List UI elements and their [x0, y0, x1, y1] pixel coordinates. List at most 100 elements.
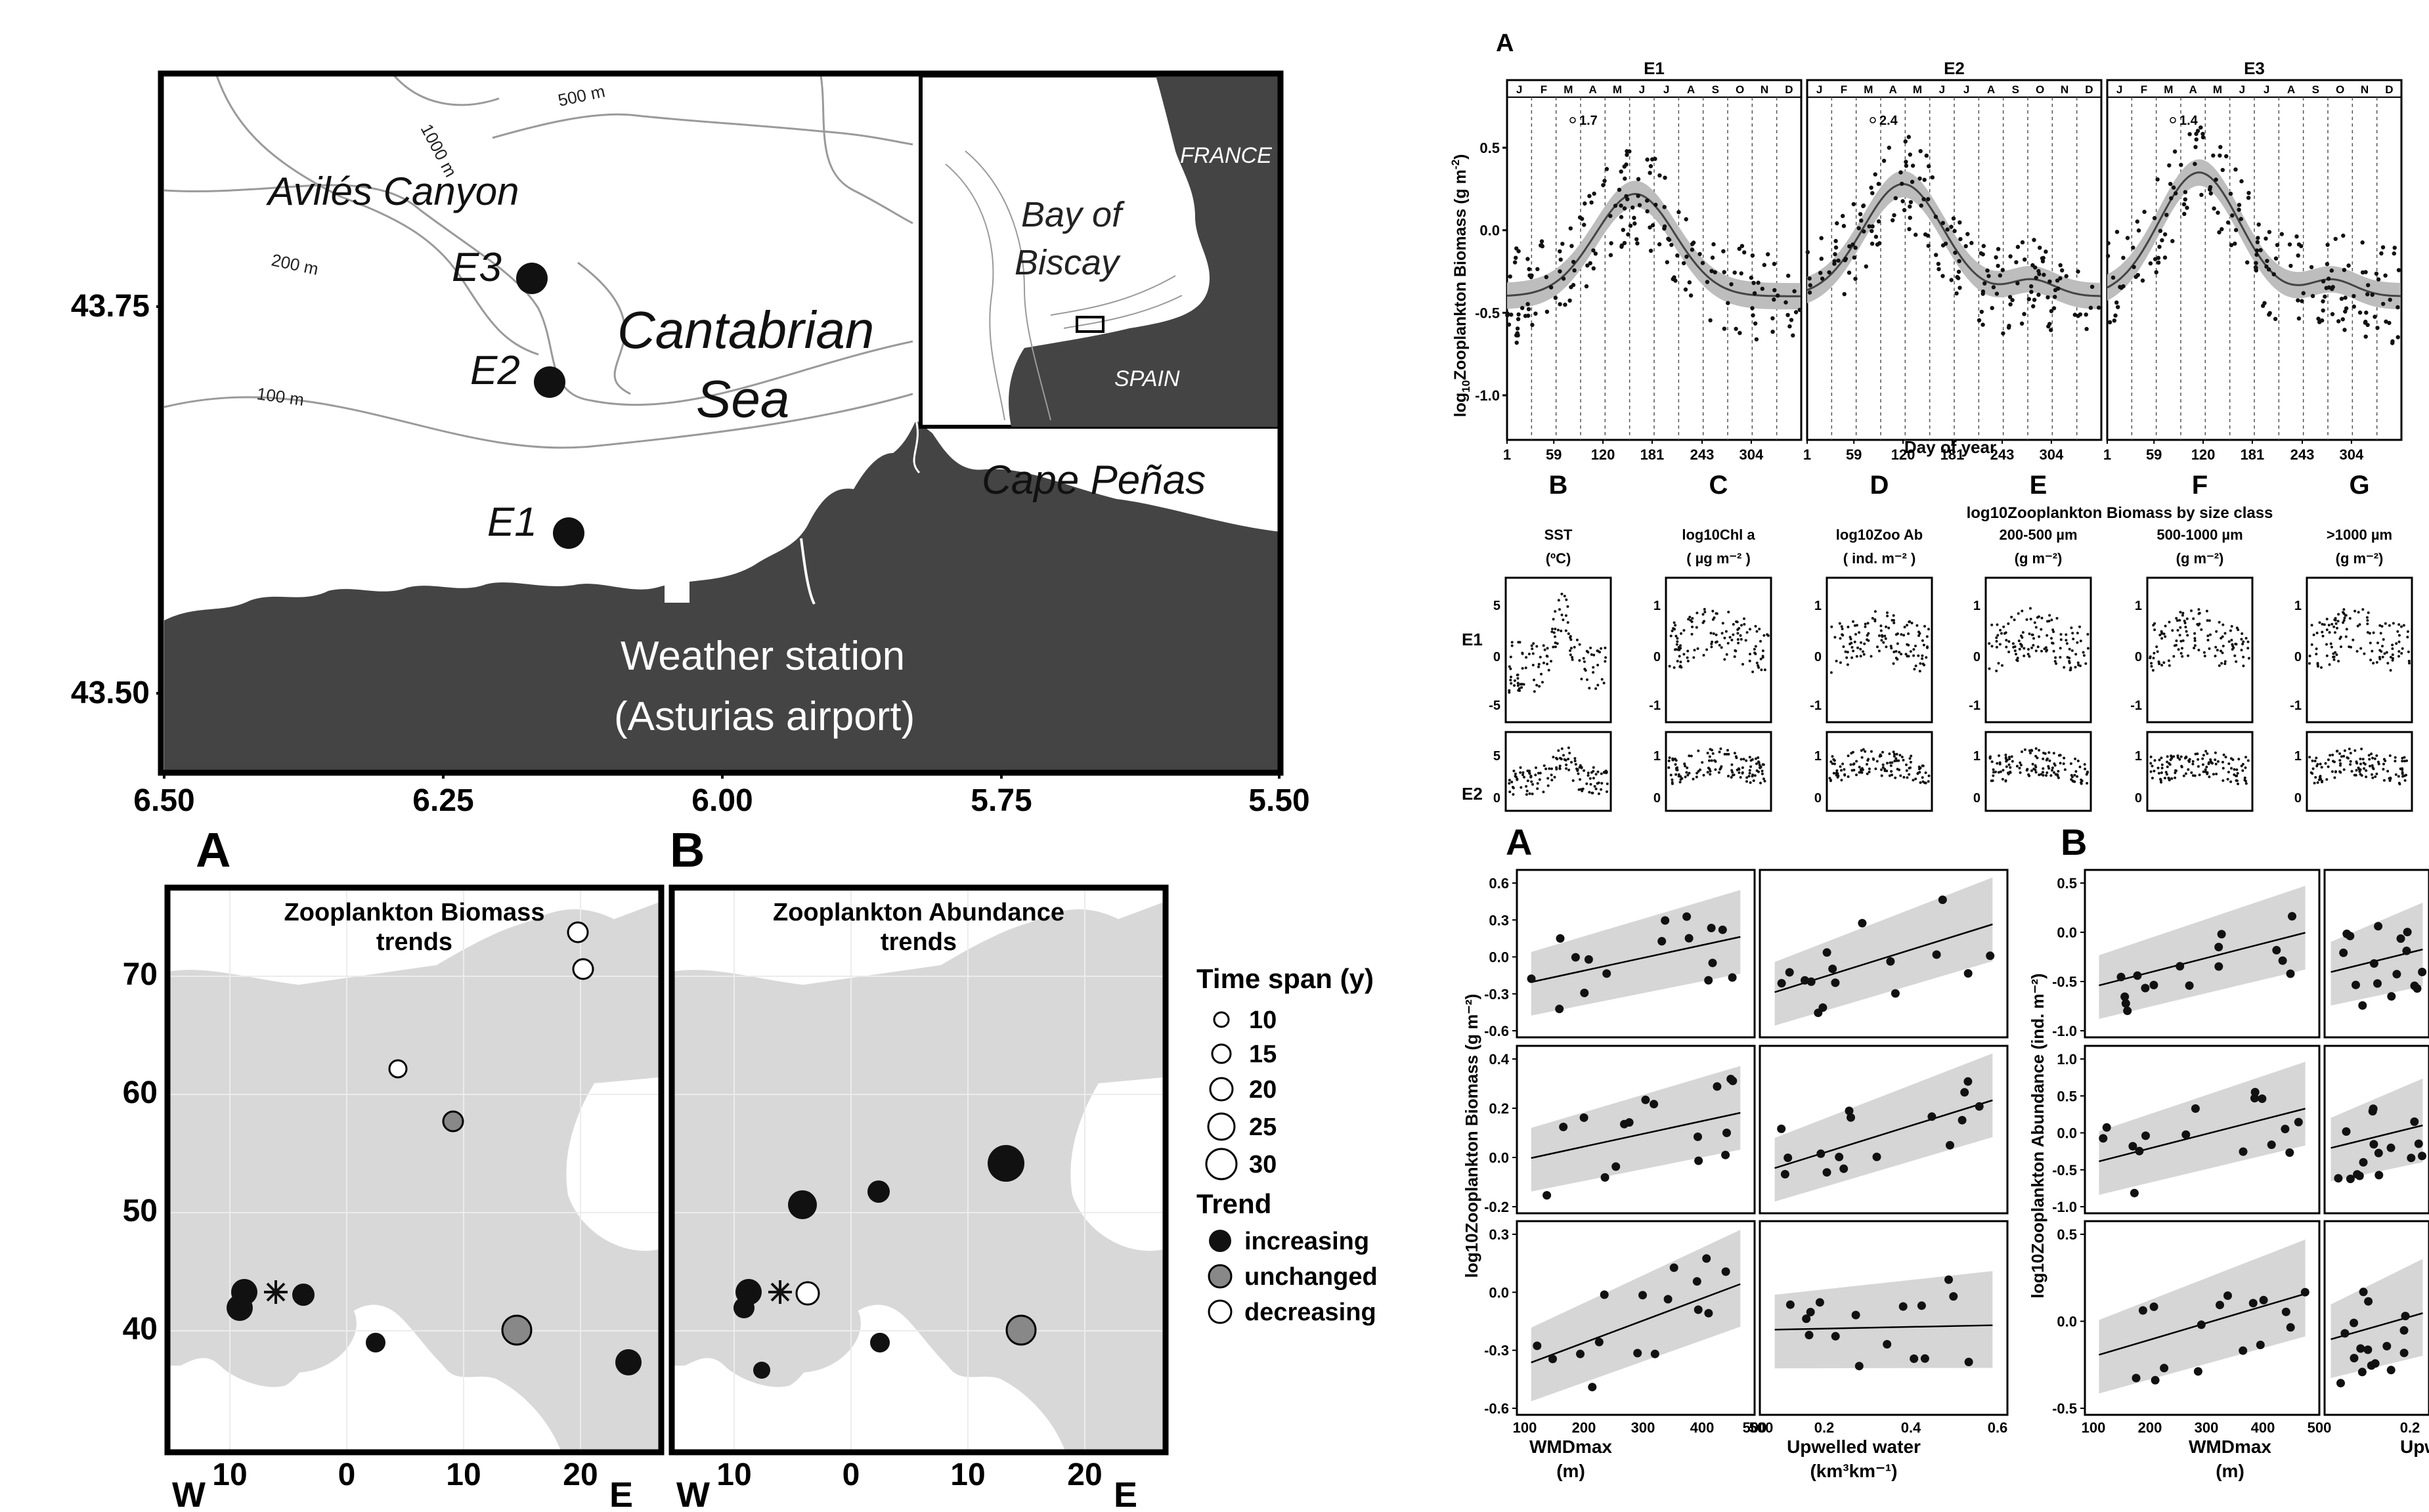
- sm-column-unit: (g m⁻²): [2015, 550, 2063, 567]
- panel-a-site-marker: [227, 1295, 253, 1321]
- regression-b-y-tick: -1.0: [2052, 1023, 2077, 1039]
- cantabrian-sea-label-line2: Sea: [696, 370, 789, 428]
- sm-panel: 1 0 -1: [1810, 576, 1933, 724]
- legend-size-marker: [1205, 1148, 1238, 1180]
- sm-column-unit: (g m⁻²): [2176, 550, 2224, 567]
- small-multiples-figure: log10Zooplankton Biomass by size class B…: [1462, 471, 2413, 812]
- sm-row-label-e1: E1: [1462, 630, 1483, 649]
- panel-b-x-tick-20e: 20: [1067, 1458, 1102, 1492]
- regression-a-y-tick: 0.4: [1489, 1051, 1509, 1068]
- regression-a-y-tick: -0.2: [1484, 1199, 1509, 1215]
- seasonal-month-label: O: [2036, 83, 2044, 96]
- sm-y-tick: 0: [2135, 791, 2142, 806]
- regression-a-wmd-panel: [1516, 869, 1756, 1039]
- legend-decreasing-marker: [1208, 1299, 1233, 1324]
- regression-a-letter: A: [1506, 821, 1532, 863]
- sm-y-tick: 0: [1493, 650, 1500, 664]
- panel-b-site-marker: [733, 1297, 755, 1318]
- seasonal-x-tick: 304: [1740, 446, 1764, 463]
- panel-a-asterisk-marker: [264, 1280, 288, 1304]
- sm-y-tick: 1: [2135, 599, 2142, 613]
- lon-tick-5-75: 5.75: [971, 783, 1032, 818]
- seasonal-x-tick: 243: [2290, 446, 2315, 463]
- regression-b-y-tick: -0.5: [2052, 974, 2077, 990]
- seasonal-month-label: D: [1785, 83, 1793, 96]
- sm-y-tick: 1: [2294, 749, 2302, 764]
- seasonal-month-label: J: [1639, 83, 1645, 96]
- weather-station-label-line2: (Asturias airport): [614, 694, 915, 739]
- seasonal-month-label: O: [1736, 83, 1744, 96]
- legend-size-marker: [1213, 1011, 1230, 1028]
- regression-a-wmd-panel: [1516, 1045, 1756, 1215]
- sm-y-tick: 1: [2135, 749, 2142, 764]
- trend-legend: Time span (y) 10 15 20 25 30 Trend incre…: [1196, 963, 1378, 1326]
- seasonal-month-label: A: [1889, 83, 1897, 96]
- regression-a-x2-tick: 500: [1743, 1419, 1767, 1436]
- panel-a-site-marker: [501, 1314, 533, 1346]
- sm-column-letter: E: [2030, 471, 2047, 500]
- regression-b-x1-tick: 300: [2195, 1419, 2219, 1436]
- seasonal-cycle-figure: A log10Zooplankton Biomass (g m-2) 0.5 0.…: [1449, 30, 2403, 463]
- sm-y-tick: 0: [1973, 650, 1980, 664]
- seasonal-panel-e1: E1 J F M A M J J A S O N D 1.7 1 59 120 181 243 304: [1503, 58, 1803, 463]
- sm-column-unit: ( µg m⁻² ): [1686, 550, 1751, 567]
- seasonal-month-label: A: [1589, 83, 1597, 96]
- seasonal-month-label: A: [1687, 83, 1695, 96]
- regression-a-x1-unit: (m): [1556, 1461, 1585, 1481]
- seasonal-month-label: O: [2336, 83, 2344, 96]
- regression-a-upwelling-panel: [1759, 1220, 2009, 1416]
- seasonal-month-label: J: [2116, 83, 2122, 96]
- regression-b-wmd-panel: [2084, 869, 2321, 1039]
- regression-a-y-tick: 0.6: [1489, 875, 1509, 892]
- legend-size-25: 25: [1249, 1113, 1277, 1141]
- regression-a-y-tick: -0.6: [1484, 1023, 1509, 1039]
- seasonal-panel-letter: A: [1496, 30, 1514, 57]
- seasonal-month-label: J: [1516, 83, 1522, 96]
- legend-trend-title: Trend: [1196, 1188, 1271, 1219]
- panel-b-letter: B: [670, 823, 705, 877]
- panel-a-x-tick-20e: 20: [563, 1458, 598, 1492]
- seasonal-x-tick: 181: [1640, 446, 1665, 463]
- europe-y-tick-60: 60: [123, 1075, 158, 1110]
- regression-b-x1-tick: 500: [2308, 1419, 2332, 1436]
- sm-y-tick: 0: [2135, 650, 2142, 664]
- seasonal-month-label: F: [1541, 83, 1547, 96]
- regression-b-x1-tick: 100: [2082, 1419, 2106, 1436]
- lon-tick-6-50: 6.50: [133, 783, 194, 818]
- regression-a-y-tick: 0.0: [1489, 949, 1509, 966]
- regression-b-y-tick: 0.5: [2057, 1226, 2077, 1243]
- europe-y-tick-70: 70: [123, 957, 158, 992]
- seasonal-month-label: M: [2213, 83, 2222, 96]
- sm-column-title: 500-1000 µm: [2156, 527, 2243, 543]
- seasonal-x-tick: 1: [1503, 446, 1511, 463]
- seasonal-month-label: M: [1913, 83, 1922, 96]
- sm-column-title: log10Chl a: [1682, 527, 1755, 543]
- seasonal-month-label: A: [1987, 83, 1995, 96]
- station-e2-label: E2: [470, 348, 520, 393]
- seasonal-x-tick: 1: [2103, 446, 2111, 463]
- sm-y-tick: 0: [2294, 650, 2302, 664]
- legend-decreasing-label: decreasing: [1244, 1299, 1376, 1326]
- sm-column-unit: (ºC): [1546, 550, 1571, 567]
- sm-panel: 1 0 -1: [1649, 576, 1772, 724]
- station-e2-marker: [534, 366, 565, 398]
- regression-a-y-tick: 0.0: [1489, 1150, 1509, 1166]
- seasonal-month-label: J: [1939, 83, 1945, 96]
- panel-b-site-marker: [753, 1362, 770, 1379]
- panel-a-site-marker: [615, 1349, 642, 1375]
- regression-a-x2-unit: (km³km⁻¹): [1810, 1461, 1897, 1481]
- sm-y-tick: 5: [1493, 599, 1500, 613]
- sm-y-tick: 1: [1653, 749, 1661, 764]
- legend-size-marker: [1207, 1112, 1236, 1141]
- sm-panel: 5 0 -5: [1489, 576, 1612, 724]
- seasonal-x-tick: 120: [2191, 446, 2216, 463]
- seasonal-month-label: J: [1663, 83, 1669, 96]
- regression-a-y-tick: 0.3: [1489, 1226, 1509, 1243]
- regression-b-upwelling-panel: [2323, 1045, 2429, 1215]
- seasonal-y-axis-label: log10Zooplankton Biomass (g m-2): [1449, 154, 1472, 418]
- panel-a-site-marker: [292, 1284, 315, 1306]
- seasonal-month-label: D: [2085, 83, 2093, 96]
- seasonal-x-tick: 59: [1846, 446, 1862, 463]
- inset-map: FRANCE Bay of Biscay SPAIN: [919, 74, 1280, 429]
